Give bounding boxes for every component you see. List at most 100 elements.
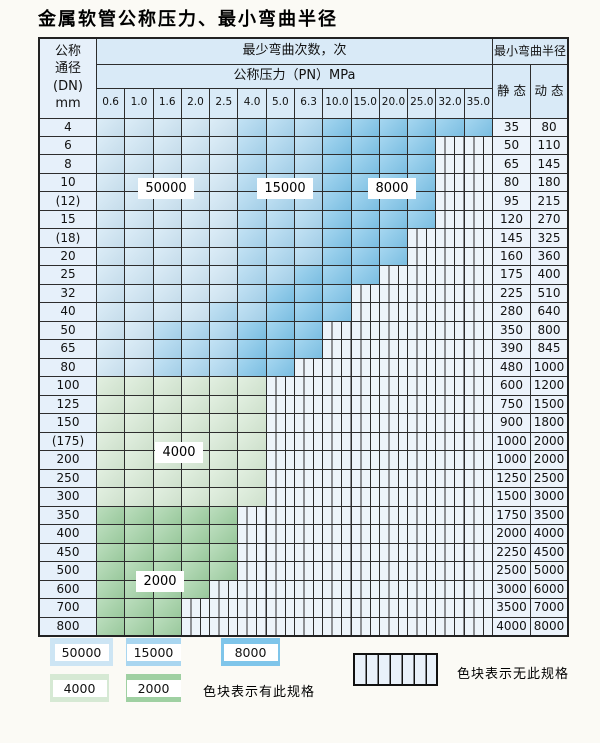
spec-cell <box>294 246 324 267</box>
spec-cell <box>378 228 409 248</box>
row-dn-label: 20 <box>39 246 97 267</box>
spec-cell <box>237 487 267 507</box>
dynamic-radius-value: 180 <box>530 172 568 193</box>
no-spec-cell <box>407 561 437 581</box>
no-spec-cell <box>378 431 409 452</box>
spec-cell <box>96 283 126 304</box>
spec-cell <box>294 209 324 230</box>
spec-cell <box>209 135 239 156</box>
no-spec-cell <box>463 431 493 452</box>
no-spec-cell <box>463 339 493 359</box>
spec-cell <box>152 616 182 636</box>
no-spec-cell <box>350 468 380 489</box>
static-radius-value: 390 <box>492 339 531 359</box>
spec-cell <box>180 246 211 267</box>
no-spec-cell <box>435 487 465 507</box>
spec-cell <box>96 172 126 193</box>
static-radius-value: 225 <box>492 283 531 304</box>
region-label-15000: 15000 <box>257 177 313 199</box>
no-spec-cell <box>407 598 437 618</box>
no-spec-cell <box>265 505 295 526</box>
spec-cell <box>322 246 352 267</box>
no-spec-cell <box>265 376 295 396</box>
dynamic-radius-value: 510 <box>530 283 568 304</box>
no-spec-cell <box>435 524 465 544</box>
dynamic-radius-value: 145 <box>530 154 568 174</box>
spec-cell <box>209 209 239 230</box>
spec-cell <box>350 209 380 230</box>
legend-swatch-2000: 2000 <box>126 674 181 702</box>
no-spec-cell <box>463 468 493 489</box>
no-spec-cell <box>435 283 465 304</box>
legend-unavailable-text: 色块表示无此规格 <box>457 667 570 682</box>
no-spec-cell <box>350 376 380 396</box>
spec-cell <box>209 191 239 211</box>
no-spec-cell <box>322 598 352 618</box>
spec-cell <box>96 561 126 581</box>
header-pressure-value: 0.6 <box>96 88 126 119</box>
spec-cell <box>322 135 352 156</box>
no-spec-cell <box>237 524 267 544</box>
no-spec-cell <box>463 246 493 267</box>
no-spec-cell <box>378 468 409 489</box>
no-spec-cell <box>463 616 493 636</box>
spec-cell <box>124 154 154 174</box>
dynamic-radius-value: 110 <box>530 135 568 156</box>
spec-cell <box>265 228 295 248</box>
no-spec-cell <box>265 468 295 489</box>
spec-cell <box>237 394 267 415</box>
spec-cell <box>209 357 239 378</box>
no-spec-cell <box>435 450 465 470</box>
no-spec-cell <box>350 616 380 636</box>
no-spec-cell <box>378 487 409 507</box>
spec-cell <box>265 265 295 285</box>
spec-cell <box>180 468 211 489</box>
spec-cell <box>209 450 239 470</box>
no-spec-cell <box>407 468 437 489</box>
spec-cell <box>96 154 126 174</box>
spec-cell <box>209 228 239 248</box>
spec-cell <box>294 265 324 285</box>
legend-swatch-4000: 4000 <box>50 674 109 702</box>
spec-cell <box>124 616 154 636</box>
dynamic-radius-value: 270 <box>530 209 568 230</box>
dynamic-radius-value: 3500 <box>530 505 568 526</box>
spec-cell <box>124 320 154 341</box>
no-spec-cell <box>378 357 409 378</box>
no-spec-cell <box>463 172 493 193</box>
no-spec-cell <box>237 598 267 618</box>
static-radius-value: 145 <box>492 228 531 248</box>
no-spec-cell <box>294 579 324 600</box>
no-spec-cell <box>350 339 380 359</box>
spec-cell <box>180 265 211 285</box>
static-radius-value: 1000 <box>492 450 531 470</box>
spec-cell <box>237 265 267 285</box>
no-spec-cell <box>435 376 465 396</box>
no-spec-cell <box>378 394 409 415</box>
header-pressure-value: 25.0 <box>407 88 437 119</box>
no-spec-cell <box>463 209 493 230</box>
spec-cell <box>124 302 154 322</box>
spec-cell <box>180 117 211 137</box>
no-spec-cell <box>378 505 409 526</box>
spec-cell <box>124 598 154 618</box>
no-spec-cell <box>265 431 295 452</box>
spec-cell <box>124 376 154 396</box>
no-spec-cell <box>407 579 437 600</box>
no-spec-cell <box>294 450 324 470</box>
no-spec-cell <box>463 505 493 526</box>
no-spec-cell <box>435 505 465 526</box>
spec-cell <box>96 246 126 267</box>
dynamic-radius-value: 1800 <box>530 413 568 433</box>
header-bend-cycles: 最少弯曲次数，次 <box>96 38 493 65</box>
spec-cell <box>124 246 154 267</box>
spec-cell <box>265 246 295 267</box>
no-spec-cell <box>407 357 437 378</box>
no-spec-cell <box>435 320 465 341</box>
static-radius-value: 1500 <box>492 487 531 507</box>
spec-cell <box>322 228 352 248</box>
no-spec-cell <box>180 616 211 636</box>
spec-cell <box>265 135 295 156</box>
dynamic-radius-value: 360 <box>530 246 568 267</box>
header-pressure-value: 1.6 <box>152 88 182 119</box>
